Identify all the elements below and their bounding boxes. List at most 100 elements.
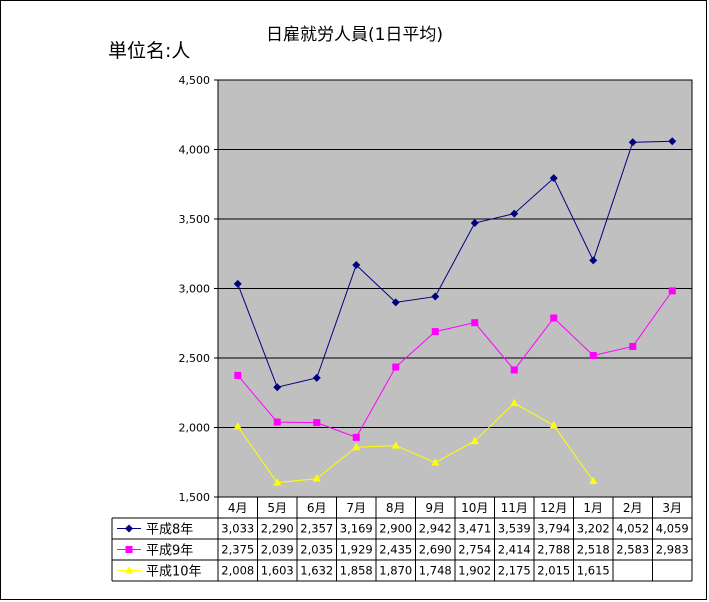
data-label: 2,518 — [577, 543, 610, 557]
data-label: 1,748 — [419, 564, 452, 578]
data-point — [510, 209, 519, 218]
data-label: 2,583 — [616, 543, 649, 557]
data-label: 4,059 — [656, 522, 689, 536]
data-point — [550, 314, 558, 322]
data-point — [431, 328, 439, 336]
data-point — [273, 418, 281, 426]
data-point — [668, 137, 677, 146]
data-point — [589, 476, 598, 485]
data-label: 4,052 — [616, 522, 649, 536]
x-tick-label: 5月 — [267, 501, 287, 515]
data-point — [391, 298, 400, 307]
data-point — [233, 421, 242, 430]
data-point — [431, 292, 440, 301]
series-3 — [233, 398, 598, 486]
data-point — [391, 441, 400, 449]
data-point — [470, 436, 479, 445]
data-point — [589, 256, 598, 265]
data-point — [510, 398, 519, 407]
data-label: 3,169 — [340, 522, 373, 536]
data-label: 3,471 — [458, 522, 491, 536]
y-tick-label: 2,500 — [179, 352, 211, 365]
data-label: 1,902 — [458, 564, 491, 578]
data-label: 3,202 — [577, 522, 610, 536]
data-point — [273, 478, 282, 486]
data-point — [589, 351, 597, 359]
series-line — [237, 290, 673, 438]
data-point — [628, 138, 637, 147]
x-tick-label: 2月 — [623, 501, 643, 515]
data-label: 3,794 — [537, 522, 570, 536]
data-label: 2,690 — [419, 543, 452, 557]
data-label: 3,033 — [221, 522, 254, 536]
data-label: 2,414 — [498, 543, 531, 557]
data-label: 2,008 — [221, 564, 254, 578]
data-point — [312, 474, 321, 482]
x-tick-label: 12月 — [540, 501, 567, 515]
data-label: 2,754 — [458, 543, 491, 557]
series-1 — [233, 137, 677, 392]
data-label: 2,900 — [379, 522, 412, 536]
data-label: 1,858 — [340, 564, 373, 578]
data-point — [352, 442, 361, 451]
data-point — [471, 319, 479, 327]
data-point — [470, 219, 479, 228]
x-tick-label: 6月 — [307, 501, 327, 515]
plot-area — [217, 79, 693, 498]
x-tick-label: 10月 — [461, 501, 488, 515]
legend-label: 平成9年 — [146, 544, 193, 559]
legend-label: 平成10年 — [146, 565, 202, 580]
data-point — [234, 371, 242, 379]
y-tick-label: 3,500 — [179, 213, 211, 226]
data-label: 2,015 — [537, 564, 570, 578]
y-tick-label: 3,000 — [179, 283, 211, 296]
data-label: 1,615 — [577, 564, 610, 578]
y-axis: 1,500 2,000 2,500 3,000 3,500 4,000 4,500 — [179, 74, 218, 504]
data-label: 3,539 — [498, 522, 531, 536]
data-point — [549, 174, 558, 183]
y-tick-label: 1,500 — [179, 491, 211, 504]
series-2 — [234, 287, 676, 441]
data-label: 2,983 — [656, 543, 689, 557]
data-point — [629, 342, 637, 350]
data-label: 1,929 — [340, 543, 373, 557]
series-line — [237, 140, 673, 388]
x-tick-label: 7月 — [346, 501, 366, 515]
data-label: 1,870 — [379, 564, 412, 578]
series-layer — [233, 137, 677, 486]
data-point — [352, 433, 360, 441]
data-point — [431, 458, 440, 466]
data-label: 1,603 — [261, 564, 294, 578]
data-label: 2,375 — [221, 543, 254, 557]
data-label: 2,039 — [261, 543, 294, 557]
data-label: 2,357 — [300, 522, 333, 536]
data-label: 1,632 — [300, 564, 333, 578]
data-point — [125, 566, 133, 574]
x-tick-label: 11月 — [501, 501, 528, 515]
unit-label: 単位名:人 — [108, 40, 191, 62]
x-tick-label: 8月 — [386, 501, 406, 515]
data-point — [510, 366, 518, 374]
data-label: 2,942 — [419, 522, 452, 536]
data-point — [392, 363, 400, 371]
data-point — [125, 524, 133, 533]
series-line — [237, 402, 594, 484]
data-point — [549, 420, 558, 429]
data-point — [668, 287, 676, 295]
data-label: 2,175 — [498, 564, 531, 578]
x-tick-label: 4月 — [228, 501, 248, 515]
y-tick-label: 4,500 — [179, 74, 211, 87]
data-point — [273, 383, 282, 392]
data-point — [352, 261, 361, 270]
chart-title: 日雇就労人員(1日平均) — [265, 25, 444, 45]
data-point — [125, 546, 133, 553]
x-tick-label: 3月 — [662, 501, 682, 515]
x-tick-label: 9月 — [425, 501, 445, 515]
y-tick-label: 2,000 — [179, 422, 211, 435]
data-label: 2,290 — [261, 522, 294, 536]
x-tick-label: 1月 — [583, 501, 603, 515]
data-label: 2,788 — [537, 543, 570, 557]
data-point — [313, 419, 321, 427]
